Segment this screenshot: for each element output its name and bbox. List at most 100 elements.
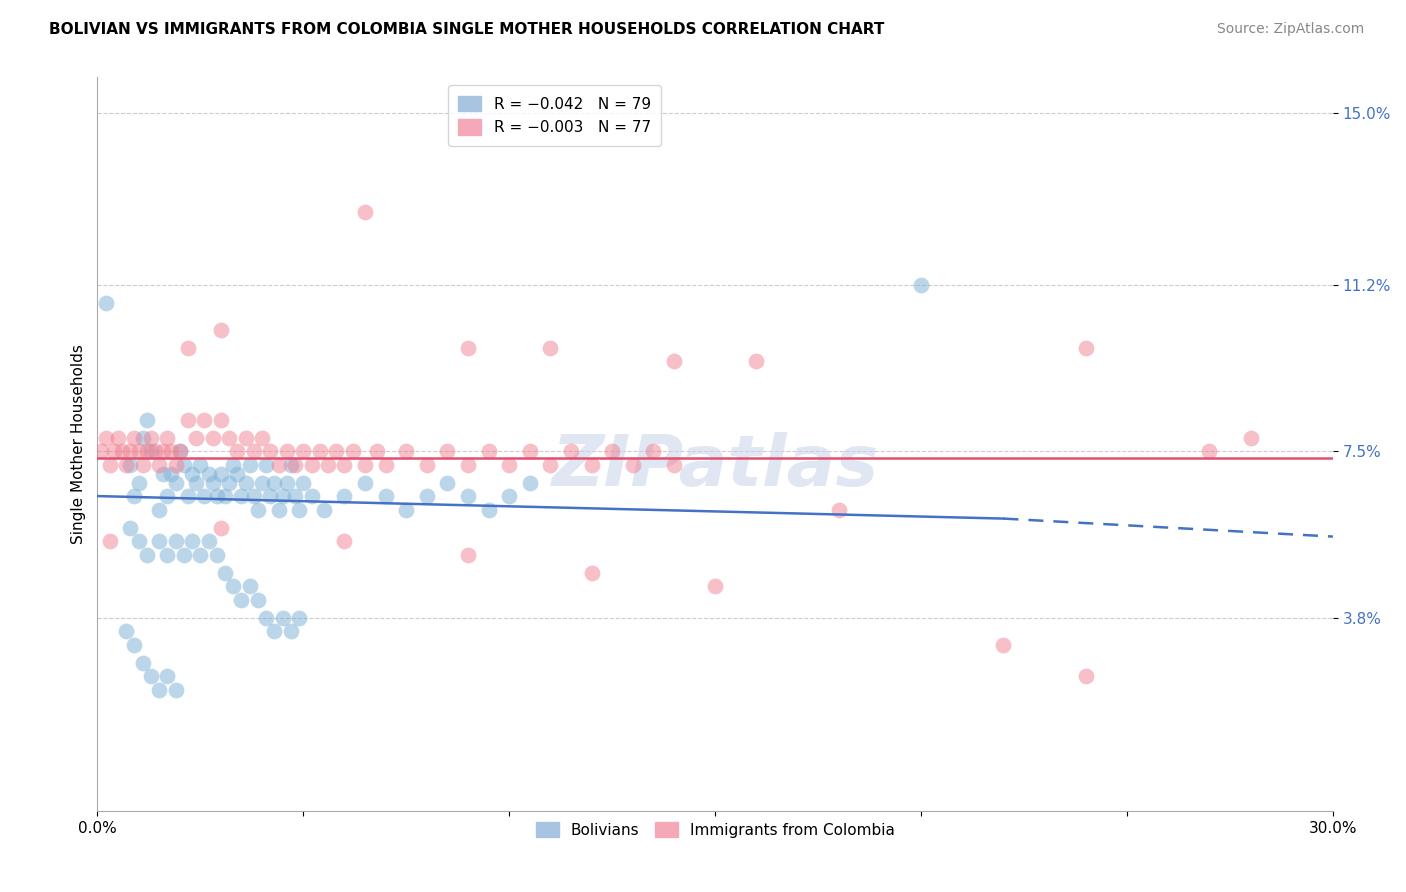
Point [284, 489, 307, 503]
Point [538, 341, 561, 355]
Point [193, 412, 215, 426]
Point [148, 458, 170, 472]
Point [1198, 444, 1220, 458]
Point [135, 548, 157, 562]
Point [263, 475, 285, 490]
Point [395, 444, 418, 458]
Point [478, 444, 501, 458]
Point [457, 458, 479, 472]
Point [165, 475, 187, 490]
Point [643, 444, 665, 458]
Point [354, 205, 377, 219]
Point [201, 431, 224, 445]
Point [292, 444, 315, 458]
Point [128, 444, 150, 458]
Point [131, 656, 153, 670]
Point [181, 534, 204, 549]
Point [374, 489, 396, 503]
Point [312, 502, 335, 516]
Point [205, 489, 228, 503]
Point [662, 458, 685, 472]
Point [160, 467, 183, 481]
Point [107, 431, 129, 445]
Point [284, 458, 307, 472]
Point [135, 412, 157, 426]
Point [197, 467, 219, 481]
Point [301, 458, 323, 472]
Point [156, 489, 179, 503]
Point [139, 444, 162, 458]
Point [188, 458, 211, 472]
Point [148, 534, 170, 549]
Point [910, 277, 932, 292]
Point [235, 431, 257, 445]
Point [226, 444, 249, 458]
Point [160, 444, 183, 458]
Point [115, 624, 138, 639]
Point [205, 548, 228, 562]
Point [243, 444, 266, 458]
Point [254, 610, 277, 624]
Point [457, 548, 479, 562]
Point [222, 458, 245, 472]
Point [94, 431, 117, 445]
Point [201, 475, 224, 490]
Point [246, 592, 269, 607]
Point [267, 458, 290, 472]
Point [231, 489, 253, 503]
Point [209, 520, 232, 534]
Point [828, 502, 851, 516]
Point [165, 458, 187, 472]
Point [276, 475, 298, 490]
Point [120, 520, 142, 534]
Point [128, 475, 150, 490]
Point [131, 458, 153, 472]
Point [246, 502, 269, 516]
Point [148, 682, 170, 697]
Point [98, 458, 121, 472]
Point [148, 502, 170, 516]
Point [354, 475, 377, 490]
Point [94, 295, 117, 310]
Point [186, 475, 208, 490]
Point [214, 489, 236, 503]
Point [416, 458, 439, 472]
Point [457, 489, 479, 503]
Point [374, 458, 396, 472]
Point [704, 579, 727, 593]
Point [301, 489, 323, 503]
Legend: Bolivians, Immigrants from Colombia: Bolivians, Immigrants from Colombia [530, 815, 901, 844]
Point [186, 431, 208, 445]
Point [436, 444, 458, 458]
Point [222, 579, 245, 593]
Text: ZIPatlas: ZIPatlas [551, 432, 879, 500]
Point [124, 489, 146, 503]
Point [366, 444, 388, 458]
Point [193, 489, 215, 503]
Point [165, 534, 187, 549]
Point [209, 322, 232, 336]
Point [165, 682, 187, 697]
Point [292, 475, 315, 490]
Point [288, 610, 311, 624]
Point [308, 444, 330, 458]
Point [218, 475, 240, 490]
Point [993, 638, 1015, 652]
Point [280, 624, 302, 639]
Point [250, 431, 273, 445]
Point [90, 444, 112, 458]
Point [395, 502, 418, 516]
Point [156, 669, 179, 683]
Point [181, 467, 204, 481]
Point [276, 444, 298, 458]
Point [152, 467, 174, 481]
Point [498, 489, 520, 503]
Point [250, 475, 273, 490]
Point [214, 566, 236, 580]
Point [111, 444, 134, 458]
Point [316, 458, 339, 472]
Point [263, 624, 285, 639]
Point [581, 566, 603, 580]
Point [231, 592, 253, 607]
Point [333, 489, 356, 503]
